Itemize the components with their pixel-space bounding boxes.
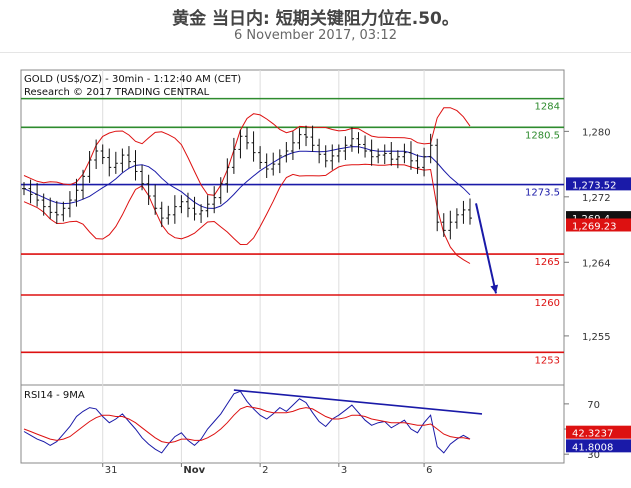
header-divider bbox=[0, 52, 631, 53]
level-label: 1273.5 bbox=[525, 188, 560, 199]
publish-date: 6 November 2017, 03:12 bbox=[234, 28, 397, 43]
moving-average-line bbox=[23, 146, 471, 209]
rsi-tag bbox=[566, 439, 631, 453]
rsi-tick-label: 30 bbox=[587, 450, 600, 461]
rsi-line bbox=[23, 390, 471, 454]
y-tick-label: 1,264 bbox=[582, 258, 611, 269]
rsi-tag-label: 42.3237 bbox=[572, 429, 613, 440]
rsi-tick-label: 70 bbox=[587, 400, 600, 411]
rsi-tag bbox=[566, 425, 631, 439]
price-panel-title: GOLD (US$/OZ) - 30min - 1:12:40 AM (CET) bbox=[24, 74, 241, 85]
price-tag-label: 1,269.23 bbox=[572, 221, 617, 232]
level-label: 1280.5 bbox=[525, 130, 560, 141]
y-tick-label: 1,255 bbox=[582, 332, 611, 343]
price-tag bbox=[566, 177, 631, 191]
y-tick-label: 1,280 bbox=[582, 127, 611, 138]
price-panel-subtitle: Research © 2017 TRADING CENTRAL bbox=[24, 87, 210, 98]
level-label: 1260 bbox=[535, 298, 560, 309]
x-tick-label: 2 bbox=[262, 465, 268, 476]
bollinger-upper-band bbox=[23, 107, 471, 196]
price-tag bbox=[566, 218, 631, 232]
y-tick-label: 1,272 bbox=[582, 193, 611, 204]
x-tick-label: 3 bbox=[341, 465, 347, 476]
bollinger-lower-band bbox=[23, 163, 471, 264]
forecast-arrow-shaft bbox=[475, 203, 497, 294]
x-tick-label: 6 bbox=[426, 465, 432, 476]
x-tick-label: Nov bbox=[183, 465, 205, 476]
rsi-panel-title: RSI14 - 9MA bbox=[24, 390, 85, 401]
price-tag-label: 1,273.52 bbox=[572, 180, 617, 191]
level-label: 1265 bbox=[535, 257, 560, 268]
chart-headline: 黄金 当日内: 短期关键阻力位在.50。 bbox=[172, 9, 459, 29]
rsi-tag-label: 41.8008 bbox=[572, 442, 613, 453]
rsi-trendline bbox=[233, 389, 483, 415]
rsi-ma-line bbox=[23, 405, 471, 444]
level-label: 1253 bbox=[535, 355, 560, 366]
level-label: 1284 bbox=[535, 102, 560, 113]
forecast-arrow-head bbox=[490, 284, 499, 294]
x-tick-label: 31 bbox=[105, 465, 118, 476]
